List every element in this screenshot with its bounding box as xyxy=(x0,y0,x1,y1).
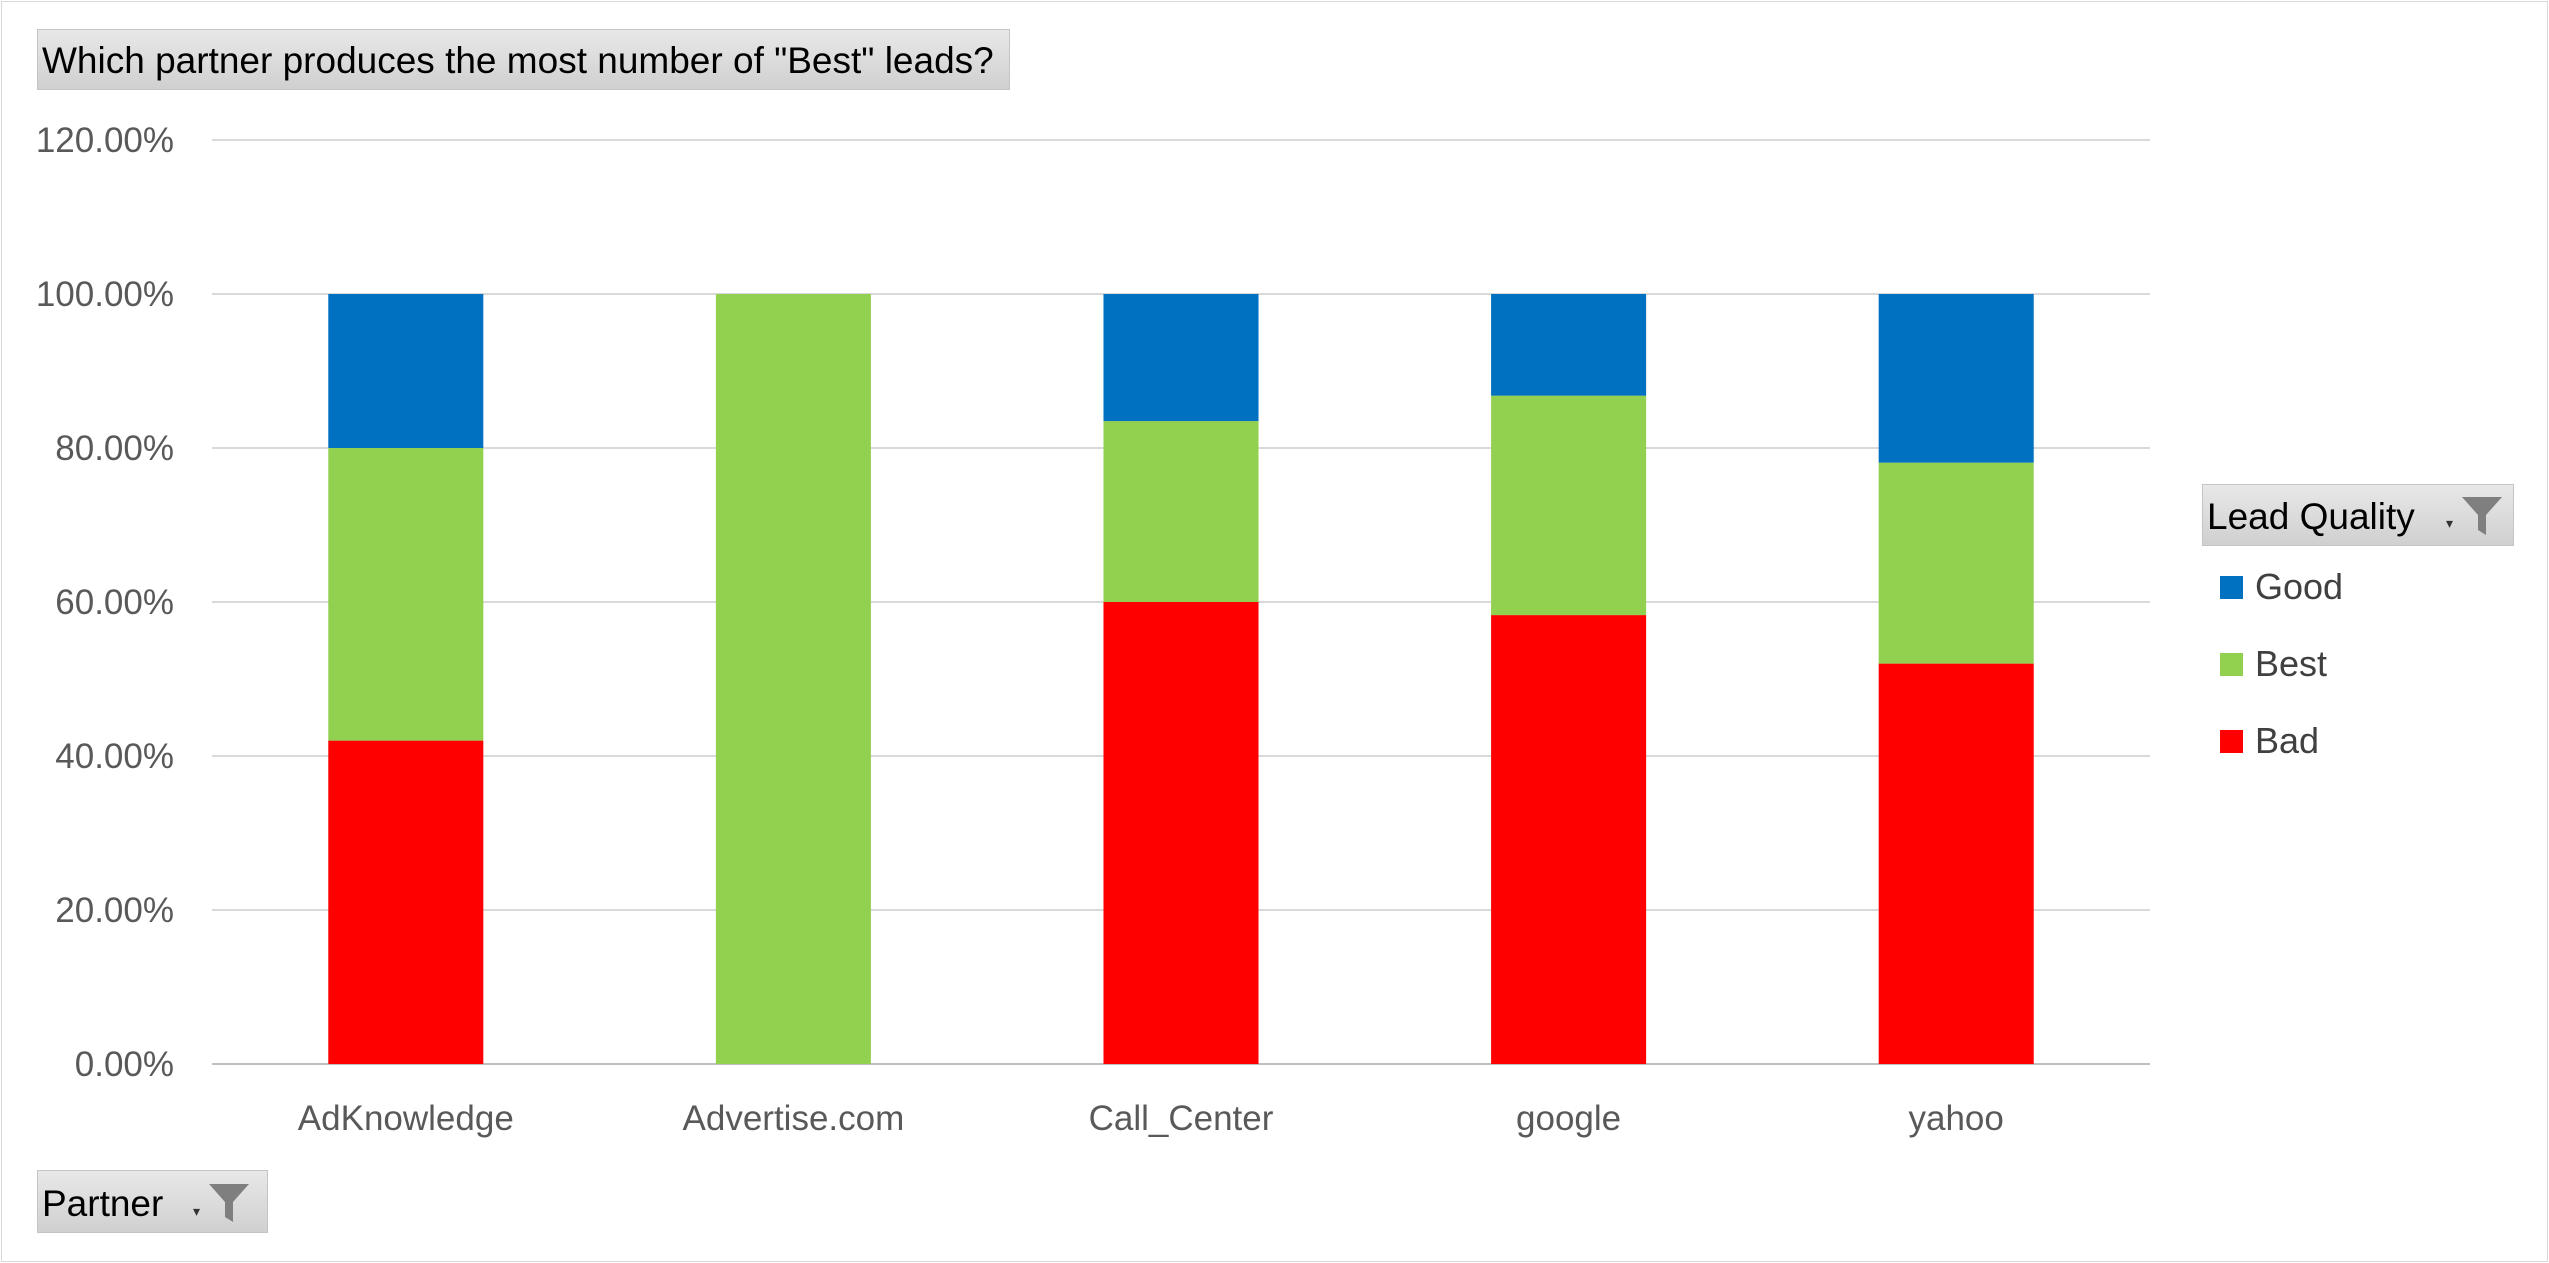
x-tick-label: yahoo xyxy=(1909,1099,2004,1138)
bar-good xyxy=(1103,294,1259,422)
x-axis-title: Partner xyxy=(42,1183,164,1224)
chart-title-box: Which partner produces the most number o… xyxy=(37,29,1010,90)
y-tick-label: 40.00% xyxy=(55,737,174,776)
bar-good xyxy=(1491,294,1647,396)
dropdown-arrow-icon: ▾ xyxy=(2446,515,2454,531)
y-tick-label: 80.00% xyxy=(55,429,174,468)
legend-field-button[interactable]: Lead Quality ▾ xyxy=(2202,484,2514,546)
bar-good xyxy=(328,294,484,448)
y-tick-label: 60.00% xyxy=(55,583,174,622)
legend-swatch xyxy=(2220,730,2243,753)
y-tick-label: 100.00% xyxy=(36,275,174,314)
bar-best xyxy=(1878,462,2034,664)
bar-bad xyxy=(1878,663,2034,1064)
funnel-filter-icon[interactable] xyxy=(2461,496,2503,536)
bar-best xyxy=(1103,421,1259,602)
funnel-filter-icon[interactable] xyxy=(208,1183,250,1223)
legend-swatch xyxy=(2220,653,2243,676)
bar-bad xyxy=(1103,602,1259,1064)
bar-bad xyxy=(328,740,484,1064)
axis-field-button[interactable]: Partner ▾ xyxy=(37,1170,268,1233)
y-tick-label: 0.00% xyxy=(75,1045,174,1084)
x-tick-label: google xyxy=(1516,1099,1621,1138)
legend-label: Best xyxy=(2255,643,2328,684)
bar-best xyxy=(715,294,871,1064)
chart-title: Which partner produces the most number o… xyxy=(42,40,994,81)
legend-swatch xyxy=(2220,576,2243,599)
x-tick-label: AdKnowledge xyxy=(298,1099,514,1138)
dropdown-arrow-icon: ▾ xyxy=(193,1203,201,1219)
bar-bad xyxy=(1491,615,1647,1064)
legend-label: Bad xyxy=(2255,720,2320,761)
bar-best xyxy=(328,448,484,741)
legend-label: Good xyxy=(2255,566,2344,607)
legend-title: Lead Quality xyxy=(2207,496,2415,537)
y-tick-label: 20.00% xyxy=(55,891,174,930)
bar-best xyxy=(1491,395,1647,616)
bar-good xyxy=(1878,294,2034,463)
x-tick-label: Advertise.com xyxy=(683,1099,905,1138)
y-tick-label: 120.00% xyxy=(36,121,174,160)
x-tick-label: Call_Center xyxy=(1089,1099,1274,1138)
